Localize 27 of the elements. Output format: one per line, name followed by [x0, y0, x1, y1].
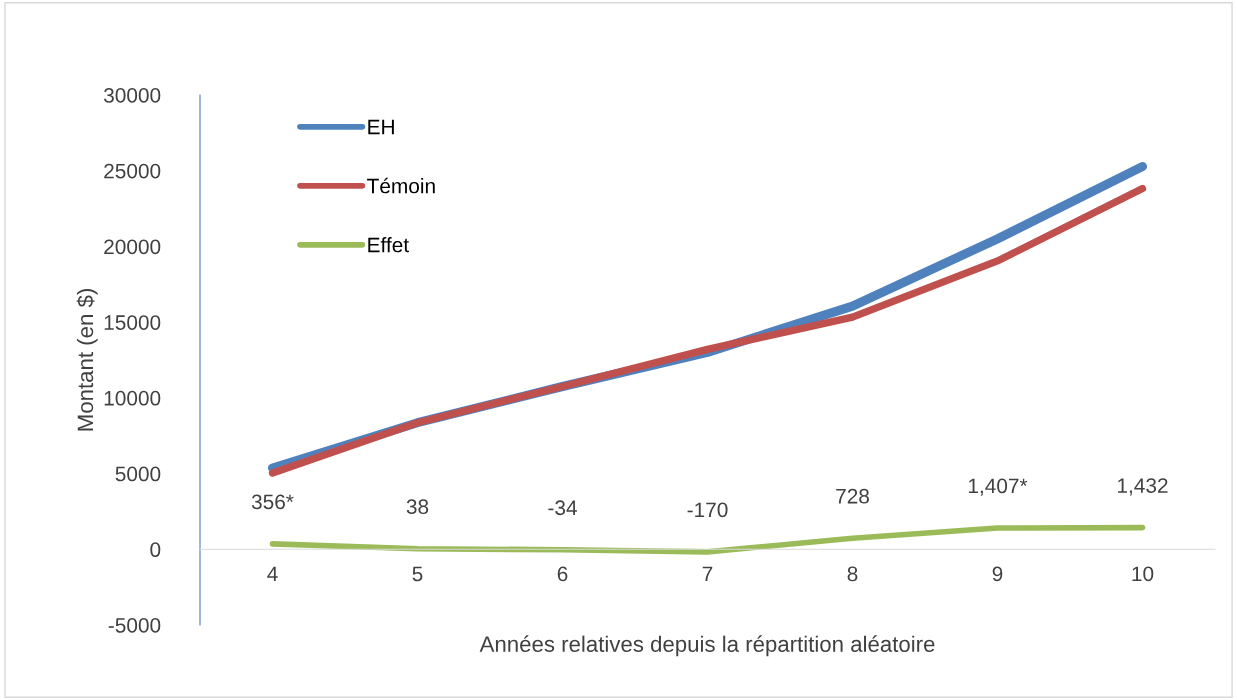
y-tick-label: 25000	[104, 163, 161, 179]
data-label: 1,407*	[968, 478, 1028, 496]
y-axis-title: Montant (en $)	[76, 289, 98, 431]
legend-label: Effet	[368, 237, 409, 253]
x-tick-label: 9	[992, 566, 1003, 582]
y-tick-label: 0	[150, 542, 161, 558]
y-tick-label: 15000	[104, 315, 161, 330]
data-label: 356*	[251, 494, 294, 510]
y-tick-label: 5000	[115, 466, 161, 482]
x-tick-label: 7	[702, 566, 713, 582]
y-tick-label: 20000	[104, 239, 161, 255]
x-tick-label: 6	[557, 566, 568, 582]
data-label: -34	[548, 500, 577, 516]
x-tick-label: 4	[267, 566, 278, 582]
x-tick-label: 8	[847, 566, 858, 582]
x-axis-title: Années relatives depuis la répartition aléatoire	[479, 635, 935, 657]
x-tick-label: 5	[412, 566, 423, 582]
y-tick-label: 10000	[104, 390, 161, 406]
data-label: -170	[687, 502, 728, 518]
legend-label: Témoin	[367, 177, 435, 194]
y-tick-label: 30000	[103, 88, 161, 103]
data-label: 1,432	[1118, 478, 1168, 496]
data-label: 728	[836, 488, 869, 504]
y-tick-label: -5000	[108, 618, 161, 633]
legend-label: EH	[368, 119, 394, 135]
data-label: 38	[406, 499, 429, 515]
x-tick-label: 10	[1132, 566, 1154, 582]
